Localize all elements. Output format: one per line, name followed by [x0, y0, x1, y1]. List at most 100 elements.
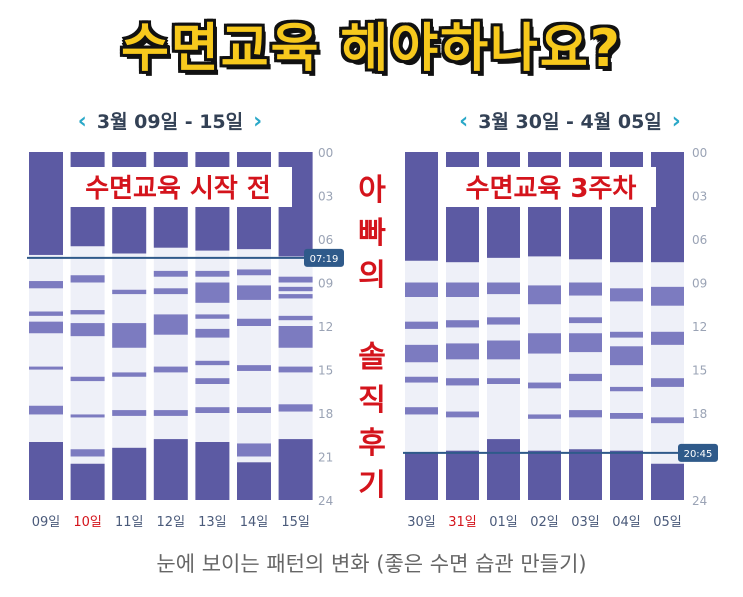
vertical-note-char-3: 솔 [358, 340, 386, 375]
chevron-right-icon[interactable]: › [253, 109, 263, 134]
sleep-bar-after-4-2 [569, 317, 602, 324]
marker-label-before: 07:19 [310, 254, 339, 265]
chevron-right-icon[interactable]: › [671, 109, 681, 134]
sleep-bar-after-1-2 [446, 320, 479, 328]
day-label-after-5: 04일 [612, 515, 641, 530]
sleep-bar-before-3-6 [153, 439, 188, 500]
sleep-bar-after-1-5 [446, 411, 479, 418]
sleep-bar-after-0-4 [405, 376, 438, 383]
sleep-bar-after-3-5 [528, 450, 561, 500]
sleep-bar-after-6-2 [651, 331, 684, 345]
sleep-bar-before-4-2 [195, 282, 230, 303]
vertical-note-char-4: 직 [358, 383, 386, 418]
overlay-label-after: 수면교육 3주차 [466, 174, 637, 204]
sleep-bar-before-1-7 [70, 463, 105, 500]
sleep-bar-before-1-1 [70, 275, 105, 283]
y-tick-after-3: 09 [692, 277, 707, 291]
sleep-bar-after-3-1 [528, 285, 561, 305]
sleep-bar-after-3-2 [528, 333, 561, 354]
y-tick-after-0: 00 [692, 146, 707, 160]
y-tick-before-2: 06 [318, 233, 333, 247]
y-tick-before-4: 12 [318, 320, 333, 334]
sleep-bar-before-4-8 [195, 442, 230, 500]
day-label-after-4: 03일 [571, 515, 600, 530]
sleep-bar-before-6-7 [278, 404, 313, 412]
chevron-left-icon[interactable]: ‹ [459, 109, 469, 134]
overlay-label-before: 수면교육 시작 전 [85, 174, 271, 204]
sleep-bar-before-3-5 [153, 410, 188, 416]
vertical-note-char-5: 후 [358, 426, 386, 461]
sleep-bar-after-5-4 [610, 386, 643, 392]
sleep-bar-before-0-0 [29, 152, 63, 255]
sleep-bar-after-5-6 [610, 450, 643, 500]
sleep-bar-before-5-1 [237, 269, 271, 276]
sleep-bar-after-6-4 [651, 417, 684, 424]
sleep-bar-after-6-3 [651, 378, 684, 387]
sleep-bar-before-5-2 [237, 285, 271, 300]
y-tick-before-3: 09 [318, 277, 333, 291]
sleep-bar-before-2-1 [112, 289, 147, 295]
day-label-after-2: 01일 [489, 515, 518, 530]
sleep-bar-before-6-4 [278, 315, 313, 321]
sleep-bar-after-3-3 [528, 382, 561, 389]
y-tick-before-5: 15 [318, 364, 333, 378]
chevron-left-icon[interactable]: ‹ [77, 109, 87, 134]
sleep-bar-after-1-4 [446, 378, 479, 386]
week-range-left: ‹ 3월 09일 - 15일 › [30, 108, 310, 136]
marker-badge-after [678, 443, 718, 462]
vertical-note-char-1: 빠 [358, 216, 386, 251]
sleep-bar-after-2-3 [487, 340, 520, 360]
day-label-before-6: 15일 [281, 515, 310, 530]
sleep-bar-before-2-5 [112, 447, 147, 500]
sleep-bar-after-6-5 [651, 463, 684, 500]
y-tick-after-1: 03 [692, 190, 707, 204]
sleep-bar-before-5-3 [237, 318, 271, 326]
sleep-bar-after-1-3 [446, 343, 479, 360]
sleep-bar-before-3-3 [153, 314, 188, 335]
y-tick-after-4: 12 [692, 320, 707, 334]
sleep-bar-after-5-1 [610, 288, 643, 302]
day-label-after-0: 30일 [407, 515, 436, 530]
sleep-bar-after-4-3 [569, 333, 602, 353]
day-label-before-5: 14일 [240, 515, 269, 530]
sleep-bar-after-2-1 [487, 282, 520, 295]
sleep-bar-before-5-6 [237, 443, 271, 457]
sleep-bar-after-0-2 [405, 321, 438, 329]
vertical-note-char-2: 의 [358, 258, 386, 293]
sleep-bar-before-0-2 [29, 311, 63, 316]
caption: 눈에 보이는 패턴의 변화 (좋은 수면 습관 만들기) [156, 552, 587, 576]
sleep-bar-after-5-2 [610, 331, 643, 338]
sleep-bar-after-1-1 [446, 282, 479, 297]
headline: 수면교육 해야하나요? [121, 19, 622, 79]
sleep-bar-before-6-2 [278, 286, 313, 292]
y-tick-after-2: 06 [692, 233, 707, 247]
sleep-bar-before-3-1 [153, 270, 188, 277]
sleep-bar-before-6-6 [278, 366, 313, 373]
sleep-bar-before-4-7 [195, 407, 230, 413]
sleep-bar-before-4-4 [195, 328, 230, 338]
sleep-bar-after-4-5 [569, 410, 602, 418]
day-label-before-4: 13일 [198, 515, 227, 530]
y-tick-before-0: 00 [318, 146, 333, 160]
sleep-bar-after-5-5 [610, 413, 643, 419]
sleep-bar-before-0-4 [29, 366, 63, 370]
sleep-bar-before-5-7 [237, 462, 271, 500]
day-label-after-6: 05일 [653, 515, 682, 530]
sleep-bar-before-5-5 [237, 407, 271, 413]
sleep-bar-before-0-5 [29, 405, 63, 415]
sleep-bar-before-1-5 [70, 414, 105, 418]
y-tick-before-7: 21 [318, 451, 333, 465]
y-tick-before-8: 24 [318, 494, 333, 508]
day-label-after-1: 31일 [448, 515, 477, 530]
sleep-bar-after-0-3 [405, 344, 438, 363]
sleep-bar-before-2-3 [112, 372, 147, 377]
y-tick-after-8: 24 [692, 494, 707, 508]
vertical-note-char-6: 기 [358, 468, 386, 503]
week-range-right: ‹ 3월 30일 - 4월 05일 › [420, 108, 720, 136]
week-range-label-right: 3월 30일 - 4월 05일 [478, 111, 662, 133]
sleep-bar-before-6-8 [278, 439, 313, 500]
sleep-bar-before-0-3 [29, 321, 63, 334]
sleep-bar-before-2-4 [112, 410, 147, 416]
sleep-bar-before-4-5 [195, 360, 230, 366]
